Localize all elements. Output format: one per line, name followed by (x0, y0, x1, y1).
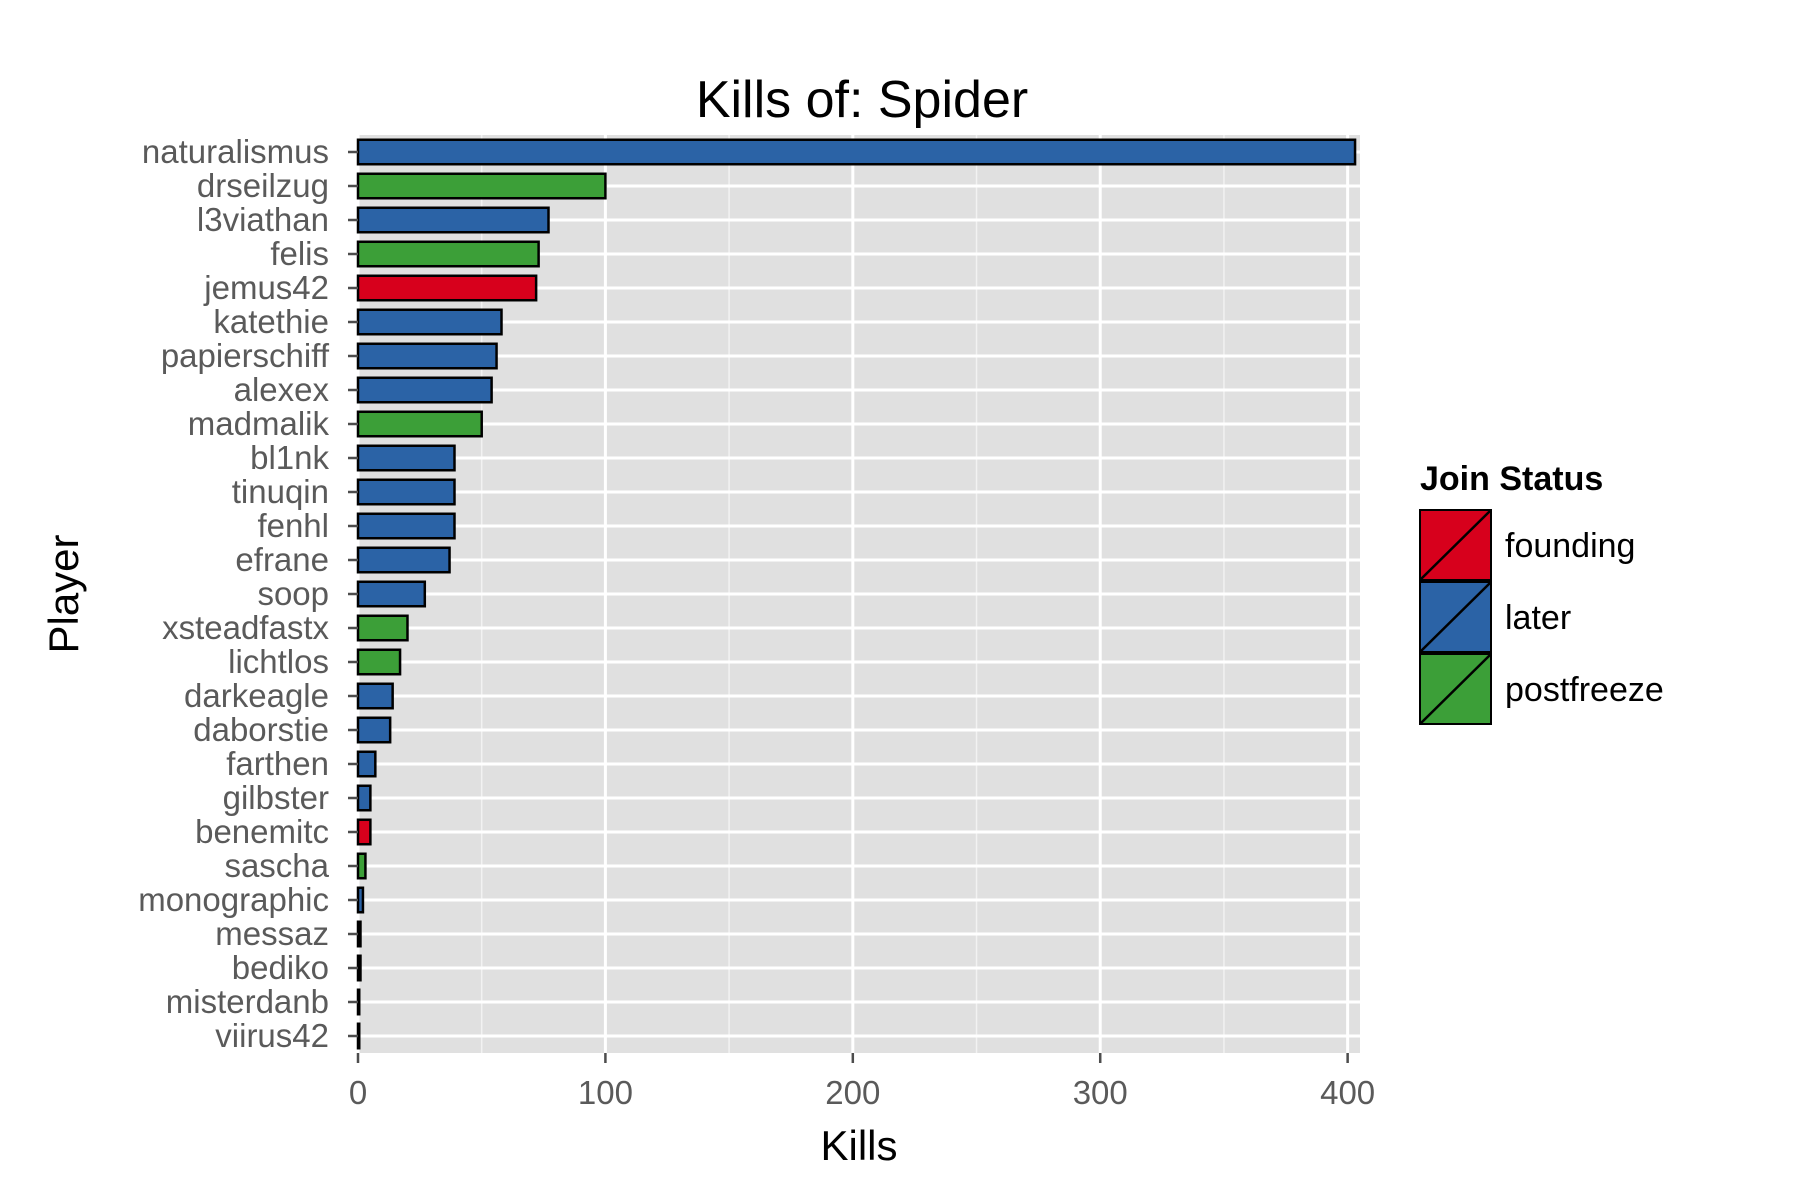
y-tick-label: tinuqin (232, 473, 329, 510)
legend-key-diagonal (1419, 581, 1492, 653)
x-tick-label: 100 (578, 1074, 633, 1111)
bar-bl1nk (356, 444, 456, 472)
bar-benemitc (356, 818, 372, 846)
y-tick-label: felis (270, 235, 329, 272)
bar-darkeagle (356, 682, 394, 710)
y-tick-label: darkeagle (184, 677, 329, 714)
y-tick-label: xsteadfastx (162, 609, 329, 646)
y-tick-label: benemitc (195, 813, 329, 850)
y-tick-label: gilbster (223, 779, 329, 816)
y-tick-label: naturalismus (142, 133, 329, 170)
legend-key-diagonal (1419, 509, 1492, 581)
x-tick-label: 200 (825, 1074, 880, 1111)
y-tick-label: l3viathan (197, 201, 329, 238)
legend-title: Join Status (1420, 460, 1603, 498)
bar-jemus42 (356, 274, 538, 302)
bar-bediko (356, 954, 362, 982)
y-tick-label: drseilzug (197, 167, 329, 204)
bar-drseilzug (356, 172, 607, 200)
bar-monographic (356, 886, 365, 914)
y-tick-label: soop (257, 575, 329, 612)
y-tick-label: messaz (215, 915, 329, 952)
bar-l3viathan (356, 206, 550, 234)
y-tick-label: jemus42 (203, 269, 329, 306)
bar-madmalik (356, 410, 483, 438)
bar-lichtlos (356, 648, 402, 676)
legend-key-diagonal (1419, 653, 1492, 725)
x-axis-ticks: 0 100 200 300 400 (349, 1053, 1375, 1111)
bar-viirus42 (356, 1022, 361, 1050)
y-tick-label: fenhl (257, 507, 329, 544)
y-tick-label: bl1nk (250, 439, 329, 476)
y-tick-label: farthen (226, 745, 329, 782)
legend-label-founding: founding (1505, 527, 1635, 565)
x-tick-label: 0 (349, 1074, 367, 1111)
bar-alexex (356, 376, 493, 404)
bar-felis (356, 240, 540, 268)
x-tick-label: 300 (1073, 1074, 1128, 1111)
y-tick-label: madmalik (188, 405, 330, 442)
bar-misterdanb (356, 988, 361, 1016)
bar-daborstie (356, 716, 392, 744)
x-axis-title: Kills (820, 1122, 897, 1169)
y-tick-label: efrane (235, 541, 329, 578)
y-tick-label: misterdanb (166, 983, 329, 1020)
y-axis-ticks: naturalismusdrseilzugl3viathanfelisjemus… (138, 133, 358, 1054)
y-tick-label: bediko (232, 949, 329, 986)
x-tick-label: 400 (1320, 1074, 1375, 1111)
legend-label-later: later (1505, 599, 1571, 637)
bar-sascha (356, 852, 367, 880)
y-tick-label: sascha (224, 847, 329, 884)
bars (356, 138, 1357, 1050)
bar-papierschiff (356, 342, 498, 370)
bar-katethie (356, 308, 503, 336)
y-axis-title: Player (40, 534, 87, 653)
legend: Join Status founding later postfreeze (1419, 460, 1664, 725)
bar-xsteadfastx (356, 614, 409, 642)
bar-gilbster (356, 784, 372, 812)
y-tick-label: papierschiff (161, 337, 330, 374)
chart-title: Kills of: Spider (696, 71, 1028, 129)
y-tick-label: lichtlos (228, 643, 329, 680)
bar-messaz (356, 920, 362, 948)
bar-tinuqin (356, 478, 456, 506)
bar-fenhl (356, 512, 456, 540)
bar-soop (356, 580, 427, 608)
legend-items: founding later postfreeze (1419, 509, 1664, 725)
bar-efrane (356, 546, 451, 574)
bar-farthen (356, 750, 377, 778)
y-tick-label: viirus42 (215, 1017, 329, 1054)
y-tick-label: alexex (234, 371, 330, 408)
y-tick-label: katethie (213, 303, 329, 340)
y-tick-label: monographic (138, 881, 329, 918)
legend-label-postfreeze: postfreeze (1505, 671, 1664, 709)
y-tick-label: daborstie (193, 711, 329, 748)
bar-naturalismus (356, 138, 1357, 166)
